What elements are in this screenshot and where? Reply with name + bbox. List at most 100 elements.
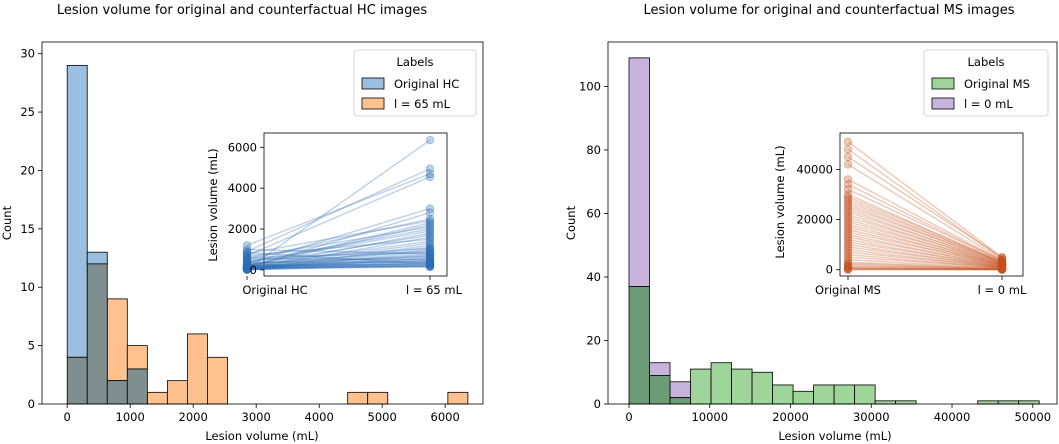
histogram-bar-overlap: [86, 263, 108, 405]
inset-x-tick-counterfactual: l = 0 mL: [978, 283, 1027, 297]
inset-point-original: [242, 264, 252, 274]
inset-point-original: [242, 259, 252, 268]
inset-point-counterfactual: [425, 232, 435, 242]
x-tick-label: 10000: [691, 410, 728, 424]
inset-pair-line: [847, 141, 1003, 258]
inset-pair-line: [246, 220, 431, 255]
inset-point-original: [843, 235, 853, 244]
y-tick-label: 40: [586, 270, 601, 284]
inset-point-original: [242, 264, 252, 274]
inset-point-original: [843, 258, 853, 267]
inset-point-counterfactual: [997, 258, 1007, 267]
inset-point-original: [843, 264, 853, 274]
inset-pair-line: [847, 178, 1003, 261]
inset-pair-line: [847, 208, 1003, 265]
inset-point-counterfactual: [997, 261, 1007, 270]
inset-point-counterfactual: [425, 257, 435, 267]
inset-point-original: [843, 263, 853, 272]
inset-point-counterfactual: [425, 237, 435, 246]
histogram-bar: [367, 391, 389, 405]
inset-pair-line: [246, 238, 431, 257]
inset-point-counterfactual: [997, 252, 1007, 262]
inset-point-original: [242, 261, 252, 270]
x-tick-label: 3000: [242, 410, 271, 424]
inset-pair-line: [246, 258, 431, 268]
inset-pair-line: [847, 201, 1003, 263]
inset-point-original: [843, 185, 853, 194]
inset-point-original: [843, 255, 853, 264]
inset-pair-line: [246, 252, 431, 270]
histogram-bar-overlap: [66, 356, 88, 405]
legend-title: Labels: [967, 55, 1004, 69]
x-axis-label: Lesion volume (mL): [778, 429, 891, 443]
histogram-bar: [207, 356, 228, 405]
inset-pair-line: [246, 257, 431, 271]
histogram-bar: [447, 391, 469, 405]
chart-title: Lesion volume for original and counterfa…: [57, 3, 428, 18]
inset-point-original: [242, 263, 252, 273]
inset-pair-line: [246, 265, 431, 270]
inset-point-counterfactual: [997, 256, 1007, 266]
inset-point-counterfactual: [425, 226, 435, 236]
inset-point-counterfactual: [997, 258, 1007, 267]
ms-inset-chart: 0 20000 40000 Original MS l = 0 mL Lesion …: [773, 132, 1027, 297]
inset-point-counterfactual: [425, 164, 435, 173]
inset-point-counterfactual: [425, 262, 435, 271]
histogram-bar: [854, 384, 876, 405]
inset-point-original: [843, 264, 853, 273]
inset-point-original: [242, 261, 252, 271]
inset-pair-line: [847, 241, 1003, 267]
inset-point-original: [242, 263, 252, 273]
inset-pair-line: [246, 139, 431, 270]
inset-pair-line: [847, 233, 1003, 268]
inset-x-tick-original: Original HC: [242, 283, 307, 297]
inset-point-counterfactual: [997, 264, 1007, 274]
y-tick-label: 60: [586, 206, 601, 220]
inset-point-counterfactual: [425, 208, 435, 217]
x-tick-label: 0: [64, 410, 71, 424]
inset-pair-line: [246, 207, 431, 265]
inset-pair-line: [847, 148, 1003, 260]
inset-pair-line: [847, 261, 1003, 270]
x-tick-label: 1000: [116, 410, 145, 424]
inset-pair-line: [847, 258, 1003, 269]
inset-point-original: [242, 264, 252, 274]
inset-point-counterfactual: [997, 259, 1007, 268]
inset-y-tick-label: 4000: [228, 181, 257, 195]
inset-pair-line: [246, 232, 431, 269]
histogram-bar: [66, 64, 88, 358]
histogram-bar: [690, 368, 712, 405]
ms-histogram-chart: Lesion volume for original and counterfa…: [564, 3, 1058, 443]
inset-point-original: [843, 192, 853, 202]
inset-pair-line: [847, 203, 1003, 265]
histogram-bar: [669, 381, 691, 399]
inset-point-counterfactual: [997, 262, 1007, 271]
inset-point-counterfactual: [997, 264, 1007, 273]
inset-point-original: [843, 215, 853, 224]
inset-pair-line: [246, 248, 431, 270]
histogram-bar: [710, 362, 732, 405]
inset-point-counterfactual: [425, 253, 435, 262]
inset-point-original: [843, 202, 853, 212]
histogram-bar: [772, 384, 794, 405]
histogram-bar: [977, 400, 999, 405]
inset-pair-line: [246, 256, 431, 269]
legend-entry-counterfactual-ms: l = 0 mL: [964, 97, 1013, 111]
inset-pair-line: [246, 262, 431, 268]
inset-point-original: [843, 260, 853, 269]
inset-point-original: [242, 251, 252, 260]
inset-point-original: [242, 263, 252, 273]
inset-pair-line: [246, 218, 431, 261]
inset-point-counterfactual: [997, 255, 1007, 264]
inset-pair-line: [246, 260, 431, 267]
inset-point-original: [242, 255, 252, 264]
inset-pair-line: [246, 259, 431, 270]
inset-pair-line: [246, 257, 431, 261]
inset-point-counterfactual: [997, 253, 1007, 262]
inset-y-tick-label: 0: [826, 263, 833, 277]
inset-point-counterfactual: [997, 258, 1007, 267]
inset-x-tick-counterfactual: l = 65 mL: [406, 283, 463, 297]
inset-point-counterfactual: [425, 169, 435, 179]
inset-point-counterfactual: [997, 265, 1007, 274]
